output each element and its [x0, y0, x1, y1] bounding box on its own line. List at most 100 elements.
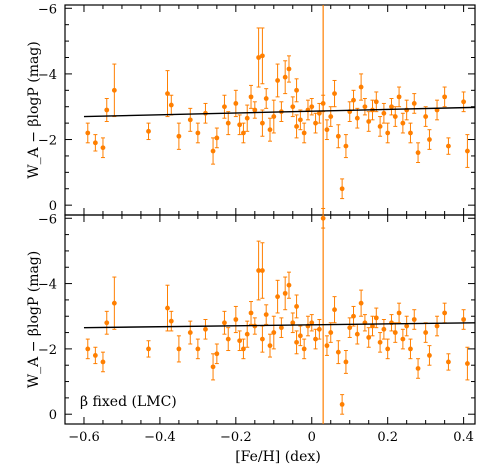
bottom-data-point — [244, 331, 250, 337]
top-data-point — [385, 130, 391, 136]
x-tick-label: 0.2 — [377, 430, 398, 445]
top-data-point — [275, 78, 280, 83]
bottom-data-point — [278, 325, 284, 331]
bottom-data-point — [225, 336, 231, 342]
top-data-point — [256, 55, 262, 60]
top-data-point — [332, 91, 337, 96]
bottom-data-point — [222, 320, 227, 326]
x-tick-label: −0.4 — [144, 430, 176, 445]
top-data-point — [396, 94, 402, 100]
top-data-point — [313, 120, 318, 126]
bottom-data-point — [347, 325, 353, 331]
bottom-data-point — [92, 353, 98, 358]
top-data-point — [165, 91, 170, 96]
top-data-point — [187, 117, 193, 123]
bottom-data-point — [104, 320, 110, 326]
bottom-data-point — [442, 310, 448, 316]
bottom-data-point — [358, 300, 364, 306]
bottom-data-point — [465, 361, 470, 366]
top-data-point — [339, 186, 345, 192]
top-data-point — [366, 119, 372, 124]
top-data-point — [260, 53, 265, 59]
bottom-data-point — [320, 215, 326, 221]
bottom-data-point — [294, 339, 299, 345]
bottom-data-point — [241, 346, 246, 352]
bottom-data-point — [434, 323, 440, 329]
top-y-tick-label: 0 — [49, 199, 57, 214]
top-data-point — [176, 133, 182, 139]
bottom-data-point — [286, 282, 292, 288]
bottom-data-point — [392, 330, 398, 335]
top-data-point — [92, 140, 98, 146]
bottom-data-point — [309, 320, 315, 326]
top-data-point — [244, 115, 250, 121]
top-plot-frame — [64, 4, 476, 216]
bottom-data-point — [408, 346, 413, 352]
top-data-point — [263, 96, 269, 101]
bottom-data-point — [301, 346, 307, 352]
top-data-point — [301, 130, 307, 136]
top-data-point — [389, 104, 394, 110]
bottom-y-tick-label: −6 — [38, 212, 57, 227]
bottom-data-point — [263, 312, 269, 318]
bottom-data-point — [328, 330, 334, 335]
bottom-data-point — [237, 338, 243, 344]
bottom-data-point — [100, 359, 106, 365]
top-data-point — [411, 101, 417, 106]
x-tick-label: −0.6 — [68, 430, 100, 445]
top-data-point — [225, 120, 231, 126]
bottom-data-point — [233, 317, 239, 322]
bottom-data-point — [415, 366, 421, 371]
top-data-point — [222, 104, 227, 110]
bottom-data-point — [427, 353, 432, 358]
bottom-data-point — [271, 330, 277, 335]
top-data-point — [267, 127, 273, 133]
bottom-data-point — [195, 346, 201, 352]
top-data-point — [271, 114, 277, 119]
bottom-data-point — [111, 300, 117, 306]
bottom-data-point — [381, 326, 387, 332]
bottom-data-point — [168, 318, 174, 324]
bottom-data-point — [203, 326, 208, 332]
bottom-data-point — [461, 317, 467, 322]
top-data-point — [358, 84, 364, 90]
bottom-data-point — [267, 343, 273, 349]
bottom-data-point — [275, 294, 280, 300]
top-data-point — [214, 135, 220, 141]
top-data-point — [85, 130, 91, 136]
top-data-point — [316, 110, 322, 116]
top-data-point — [146, 128, 151, 134]
bottom-data-point — [294, 304, 299, 309]
bottom-data-point — [187, 330, 193, 335]
bottom-plot-frame — [64, 214, 476, 425]
bottom-data-point — [335, 349, 341, 355]
bottom-data-point — [373, 315, 379, 321]
bottom-data-point — [396, 310, 402, 316]
bottom-data-point — [210, 364, 216, 370]
bottom-data-point — [290, 320, 296, 326]
top-y-tick-label: −6 — [38, 2, 57, 17]
top-data-point — [328, 114, 334, 119]
top-data-point — [294, 124, 299, 129]
bottom-data-point — [343, 359, 349, 365]
top-data-point — [354, 115, 360, 121]
top-data-point — [461, 99, 467, 105]
top-data-point — [282, 74, 288, 80]
bottom-data-point — [385, 346, 391, 352]
bottom-data-point — [176, 346, 182, 352]
top-data-point — [362, 104, 368, 110]
top-data-point — [324, 127, 330, 133]
bottom-data-point — [297, 333, 303, 339]
top-data-point — [408, 130, 413, 136]
panel-top: 0 −2 −4 −6 W_A − βlogP (mag) — [26, 2, 476, 216]
top-data-point — [423, 114, 429, 119]
top-data-point — [100, 145, 106, 151]
top-data-point — [248, 94, 254, 100]
top-data-point — [415, 150, 421, 156]
bottom-data-point — [316, 326, 322, 332]
bottom-data-point — [354, 331, 360, 337]
top-data-point — [260, 120, 265, 126]
top-data-point — [442, 94, 448, 100]
panel-bottom: 0 −2 −4 −6 −0.6 −0.4 −0.2 0 0.2 0.4 W_A − βlogP (m… — [26, 207, 476, 445]
